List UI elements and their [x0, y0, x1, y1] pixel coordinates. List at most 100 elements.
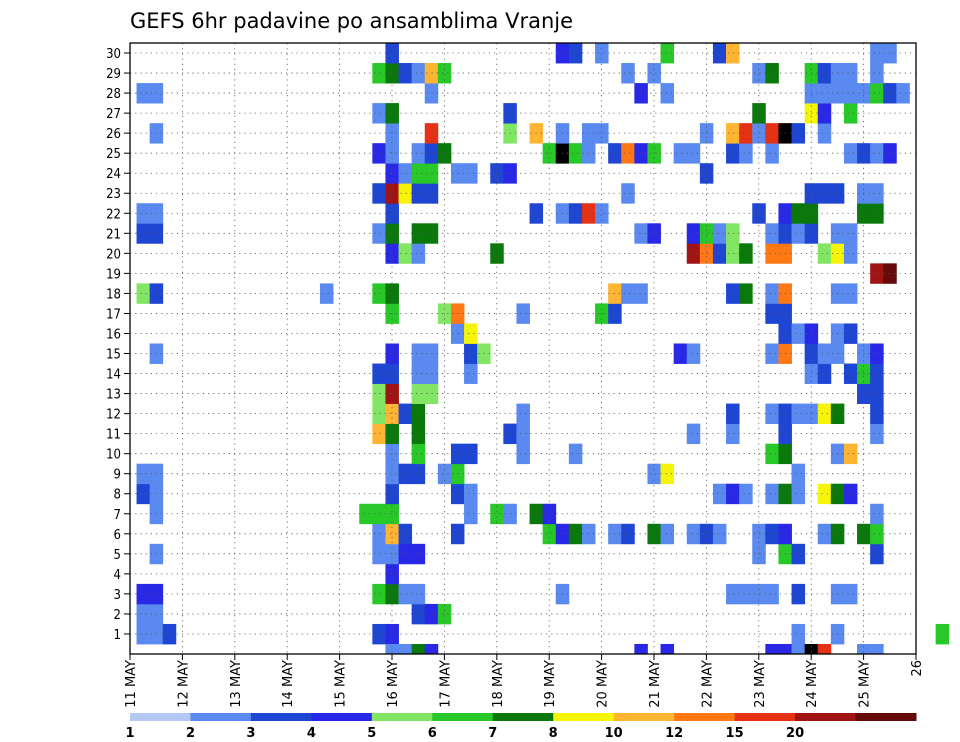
heatmap-cell — [660, 643, 675, 655]
y-tick-label: 3 — [114, 588, 121, 603]
heatmap-cell — [385, 483, 399, 505]
heatmap-cell — [660, 463, 675, 485]
heatmap-cell — [385, 343, 399, 364]
heatmap-cell — [398, 583, 413, 605]
heatmap-cell — [424, 363, 439, 384]
heatmap-cell — [765, 143, 779, 164]
heatmap-cell — [765, 223, 779, 244]
heatmap-cell — [385, 543, 399, 565]
heatmap-cell — [817, 83, 832, 104]
heatmap-cell — [870, 183, 884, 204]
heatmap-cell — [870, 383, 884, 404]
heatmap-cell — [804, 643, 819, 655]
heatmap-cell — [791, 623, 806, 645]
heatmap-cell — [411, 443, 426, 465]
heatmap-cell — [870, 423, 884, 445]
colorbar-label: 6 — [428, 726, 437, 741]
heatmap-cell — [424, 163, 439, 184]
heatmap-cell — [752, 103, 766, 124]
x-tick-label: 12 MAY — [176, 660, 191, 708]
colorbar-swatch — [613, 713, 675, 721]
heatmap-cell — [647, 523, 661, 545]
heatmap-cell — [372, 183, 386, 204]
y-tick-label: 17 — [106, 307, 121, 322]
y-tick-label: 7 — [114, 508, 121, 523]
heatmap-cell — [843, 143, 858, 164]
heatmap-cell — [398, 403, 413, 425]
heatmap-cell — [136, 603, 151, 625]
heatmap-cell — [398, 543, 413, 565]
heatmap-cell — [935, 623, 950, 645]
heatmap-cell — [647, 223, 661, 244]
heatmap-cell — [686, 343, 701, 364]
heatmap-cell — [411, 343, 426, 364]
heatmap-cell — [385, 203, 399, 224]
colorbar-label: 7 — [488, 726, 497, 741]
heatmap-cell — [464, 443, 478, 465]
heatmap-cell — [752, 523, 766, 545]
heatmap-cell — [712, 483, 727, 505]
heatmap-cell — [424, 123, 439, 144]
heatmap-cell — [595, 43, 609, 64]
heatmap-cell — [398, 183, 413, 204]
heatmap-cell — [686, 423, 701, 445]
heatmap-cell — [870, 63, 884, 84]
heatmap-cell — [870, 43, 884, 64]
heatmap-cell — [372, 583, 386, 605]
heatmap-cell — [752, 63, 766, 84]
heatmap-cell — [595, 123, 609, 144]
heatmap-cell — [372, 623, 386, 645]
heatmap-cell — [712, 243, 727, 264]
colorbar-label: 1 — [125, 726, 134, 741]
heatmap-cell — [634, 223, 648, 244]
heatmap-cell — [568, 203, 583, 224]
colorbar-swatch — [311, 713, 373, 721]
heatmap-cell — [437, 463, 452, 485]
heatmap-cell — [490, 243, 504, 264]
x-tick-label: 11 MAY — [124, 660, 139, 708]
y-axis: 1234567891011121314151617181920212223242… — [106, 47, 130, 643]
heatmap-cells — [136, 43, 950, 655]
heatmap-cell — [372, 223, 386, 244]
heatmap-cell — [372, 103, 386, 124]
heatmap-cell — [372, 523, 386, 545]
heatmap-cell — [411, 183, 426, 204]
heatmap-cell — [765, 283, 779, 304]
heatmap-cell — [791, 483, 806, 505]
x-axis: 11 MAY 12 MAY 13 MAY 14 MAY 15 MAY 16 MAY 17 M… — [124, 654, 925, 708]
heatmap-cell — [608, 143, 622, 164]
heatmap-cell — [424, 83, 439, 104]
y-tick-label: 12 — [106, 408, 121, 423]
x-tick-label: 23 MAY — [753, 660, 768, 708]
heatmap-cell — [726, 423, 740, 445]
heatmap-cell — [385, 223, 399, 244]
x-tick-label: 18 MAY — [491, 660, 506, 708]
heatmap-cell — [660, 523, 675, 545]
heatmap-cell — [791, 463, 806, 485]
colorbar-swatch — [795, 713, 857, 721]
heatmap-cell — [385, 383, 399, 404]
heatmap-cell — [464, 363, 478, 384]
heatmap-cell — [870, 263, 884, 284]
heatmap-cell — [424, 223, 439, 244]
heatmap-cell — [843, 323, 858, 344]
heatmap-cell — [817, 183, 832, 204]
colorbar-swatch — [432, 713, 494, 721]
y-tick-label: 16 — [106, 327, 121, 342]
heatmap-cell — [372, 283, 386, 304]
heatmap-cell — [686, 243, 701, 264]
heatmap-cell — [752, 203, 766, 224]
heatmap-cell — [843, 223, 858, 244]
heatmap-cell — [765, 443, 779, 465]
heatmap-cell — [411, 383, 426, 404]
heatmap-cell — [870, 143, 884, 164]
colorbar: 1 2 3 4 5 6 7 8 10 12 15 20 — [125, 713, 917, 741]
heatmap-cell — [608, 523, 622, 545]
heatmap-cell — [411, 643, 426, 655]
heatmap-cell — [857, 643, 871, 655]
heatmap-cell — [411, 463, 426, 485]
heatmap-cell — [673, 343, 688, 364]
heatmap-cell — [634, 643, 648, 655]
heatmap-cell — [385, 463, 399, 485]
